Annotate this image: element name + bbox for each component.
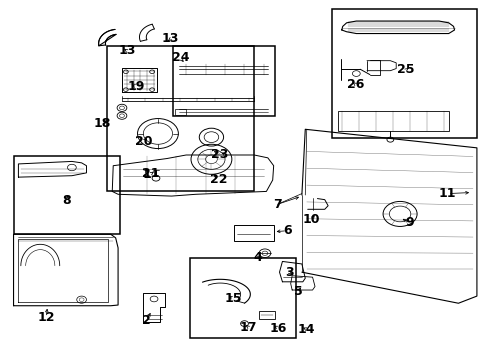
Text: 23: 23 [210, 148, 227, 161]
Bar [337, 111, 448, 131]
Text: 24: 24 [171, 51, 189, 64]
Text: 1: 1 [142, 168, 151, 181]
Text: 14: 14 [297, 323, 315, 336]
Text: 2: 2 [142, 314, 150, 327]
Text: 5: 5 [293, 285, 302, 298]
Text: 26: 26 [346, 78, 363, 91]
Text: 16: 16 [269, 322, 286, 335]
Bar [233, 225, 273, 242]
Text: 11: 11 [438, 187, 456, 200]
Text: 6: 6 [283, 224, 291, 237]
Text: 13: 13 [162, 32, 179, 45]
Bar [190, 257, 295, 338]
Bar [107, 46, 254, 192]
Bar [259, 311, 274, 319]
Text: 20: 20 [134, 135, 152, 148]
Text: 18: 18 [94, 117, 111, 130]
Text: 8: 8 [62, 194, 71, 207]
Text: 25: 25 [396, 63, 414, 76]
Bar [331, 9, 476, 138]
Text: 19: 19 [127, 80, 145, 93]
Text: 4: 4 [253, 251, 262, 264]
Text: 12: 12 [37, 311, 55, 324]
Text: 3: 3 [285, 266, 293, 279]
Text: 21: 21 [142, 167, 160, 180]
Text: 9: 9 [405, 216, 413, 229]
Text: 15: 15 [224, 292, 242, 305]
Text: 13: 13 [118, 44, 135, 57]
Text: 22: 22 [210, 173, 227, 186]
Text: 7: 7 [273, 198, 282, 211]
Text: 17: 17 [239, 321, 257, 334]
Bar [172, 46, 274, 116]
Bar [14, 157, 119, 234]
Text: 10: 10 [302, 213, 320, 226]
Bar [175, 109, 186, 115]
